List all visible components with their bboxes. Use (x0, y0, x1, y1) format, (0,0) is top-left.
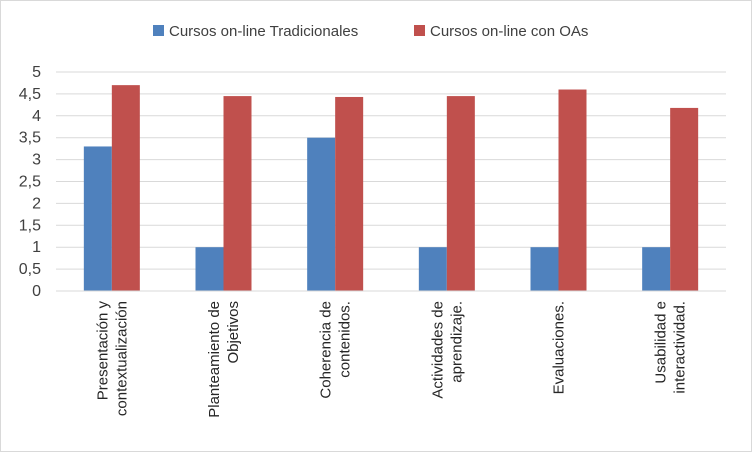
bars (83, 85, 699, 292)
x-tick-label: Evaluaciones. (551, 301, 568, 394)
bar-con-oas (111, 85, 140, 291)
y-tick-label: 3 (32, 152, 41, 169)
x-tick-label-line: aprendizaje. (448, 301, 465, 383)
legend-label: Cursos on-line con OAs (430, 23, 588, 40)
y-tick-label: 1,5 (19, 217, 41, 234)
gridlines (56, 71, 726, 270)
x-tick-label-line: Coherencia de (318, 301, 335, 399)
y-axis: 0 0,5 1 1,5 2 2,5 3 3,5 4 4,5 5 (19, 64, 41, 300)
x-tick-label-line: Usabilidad e (653, 301, 670, 384)
y-tick-label: 0 (32, 283, 41, 300)
x-tick-label: Usabilidad e interactividad. (653, 301, 689, 394)
x-tick-label-line: interactividad. (672, 301, 689, 394)
legend-swatch (153, 25, 164, 36)
legend-swatch (414, 25, 425, 36)
x-tick-label-line: contenidos. (337, 301, 354, 378)
y-tick-label: 3,5 (19, 130, 41, 147)
bar-tradicionales (83, 146, 112, 291)
y-tick-label: 0,5 (19, 261, 41, 278)
x-tick-label-line: Actividades de (429, 301, 446, 399)
x-tick-label-line: Planteamiento de (206, 301, 223, 418)
y-tick-label: 2 (32, 195, 41, 212)
x-tick-label-line: contextualización (113, 301, 130, 416)
x-tick-label-line: Objetivos (225, 301, 242, 364)
bar-con-oas (670, 107, 699, 291)
bar-con-oas (335, 96, 364, 291)
bar-con-oas (223, 96, 252, 291)
y-tick-label: 2,5 (19, 174, 41, 191)
bar-tradicionales (195, 247, 224, 291)
legend: Cursos on-line Tradicionales Cursos on-li… (153, 23, 588, 40)
y-tick-label: 1 (32, 239, 41, 256)
x-axis: Presentación y contextualización Planteami… (56, 290, 726, 418)
y-tick-label: 4 (32, 108, 41, 125)
bar-tradicionales (642, 247, 671, 291)
bar-con-oas (558, 89, 587, 292)
bar-tradicionales (307, 137, 336, 291)
bar-tradicionales (530, 247, 559, 291)
x-tick-label: Coherencia de contenidos. (318, 301, 354, 399)
y-tick-label: 4,5 (19, 86, 41, 103)
y-tick-label: 5 (32, 64, 41, 81)
bar-tradicionales (418, 247, 447, 291)
x-tick-label: Planteamiento de Objetivos (206, 301, 242, 418)
x-tick-label: Actividades de aprendizaje. (429, 301, 465, 399)
x-tick-label-line: Presentación y (94, 301, 111, 401)
legend-label: Cursos on-line Tradicionales (169, 23, 358, 40)
x-tick-label-line: Evaluaciones. (551, 301, 568, 394)
bar-con-oas (446, 96, 475, 291)
x-tick-label: Presentación y contextualización (94, 301, 130, 417)
